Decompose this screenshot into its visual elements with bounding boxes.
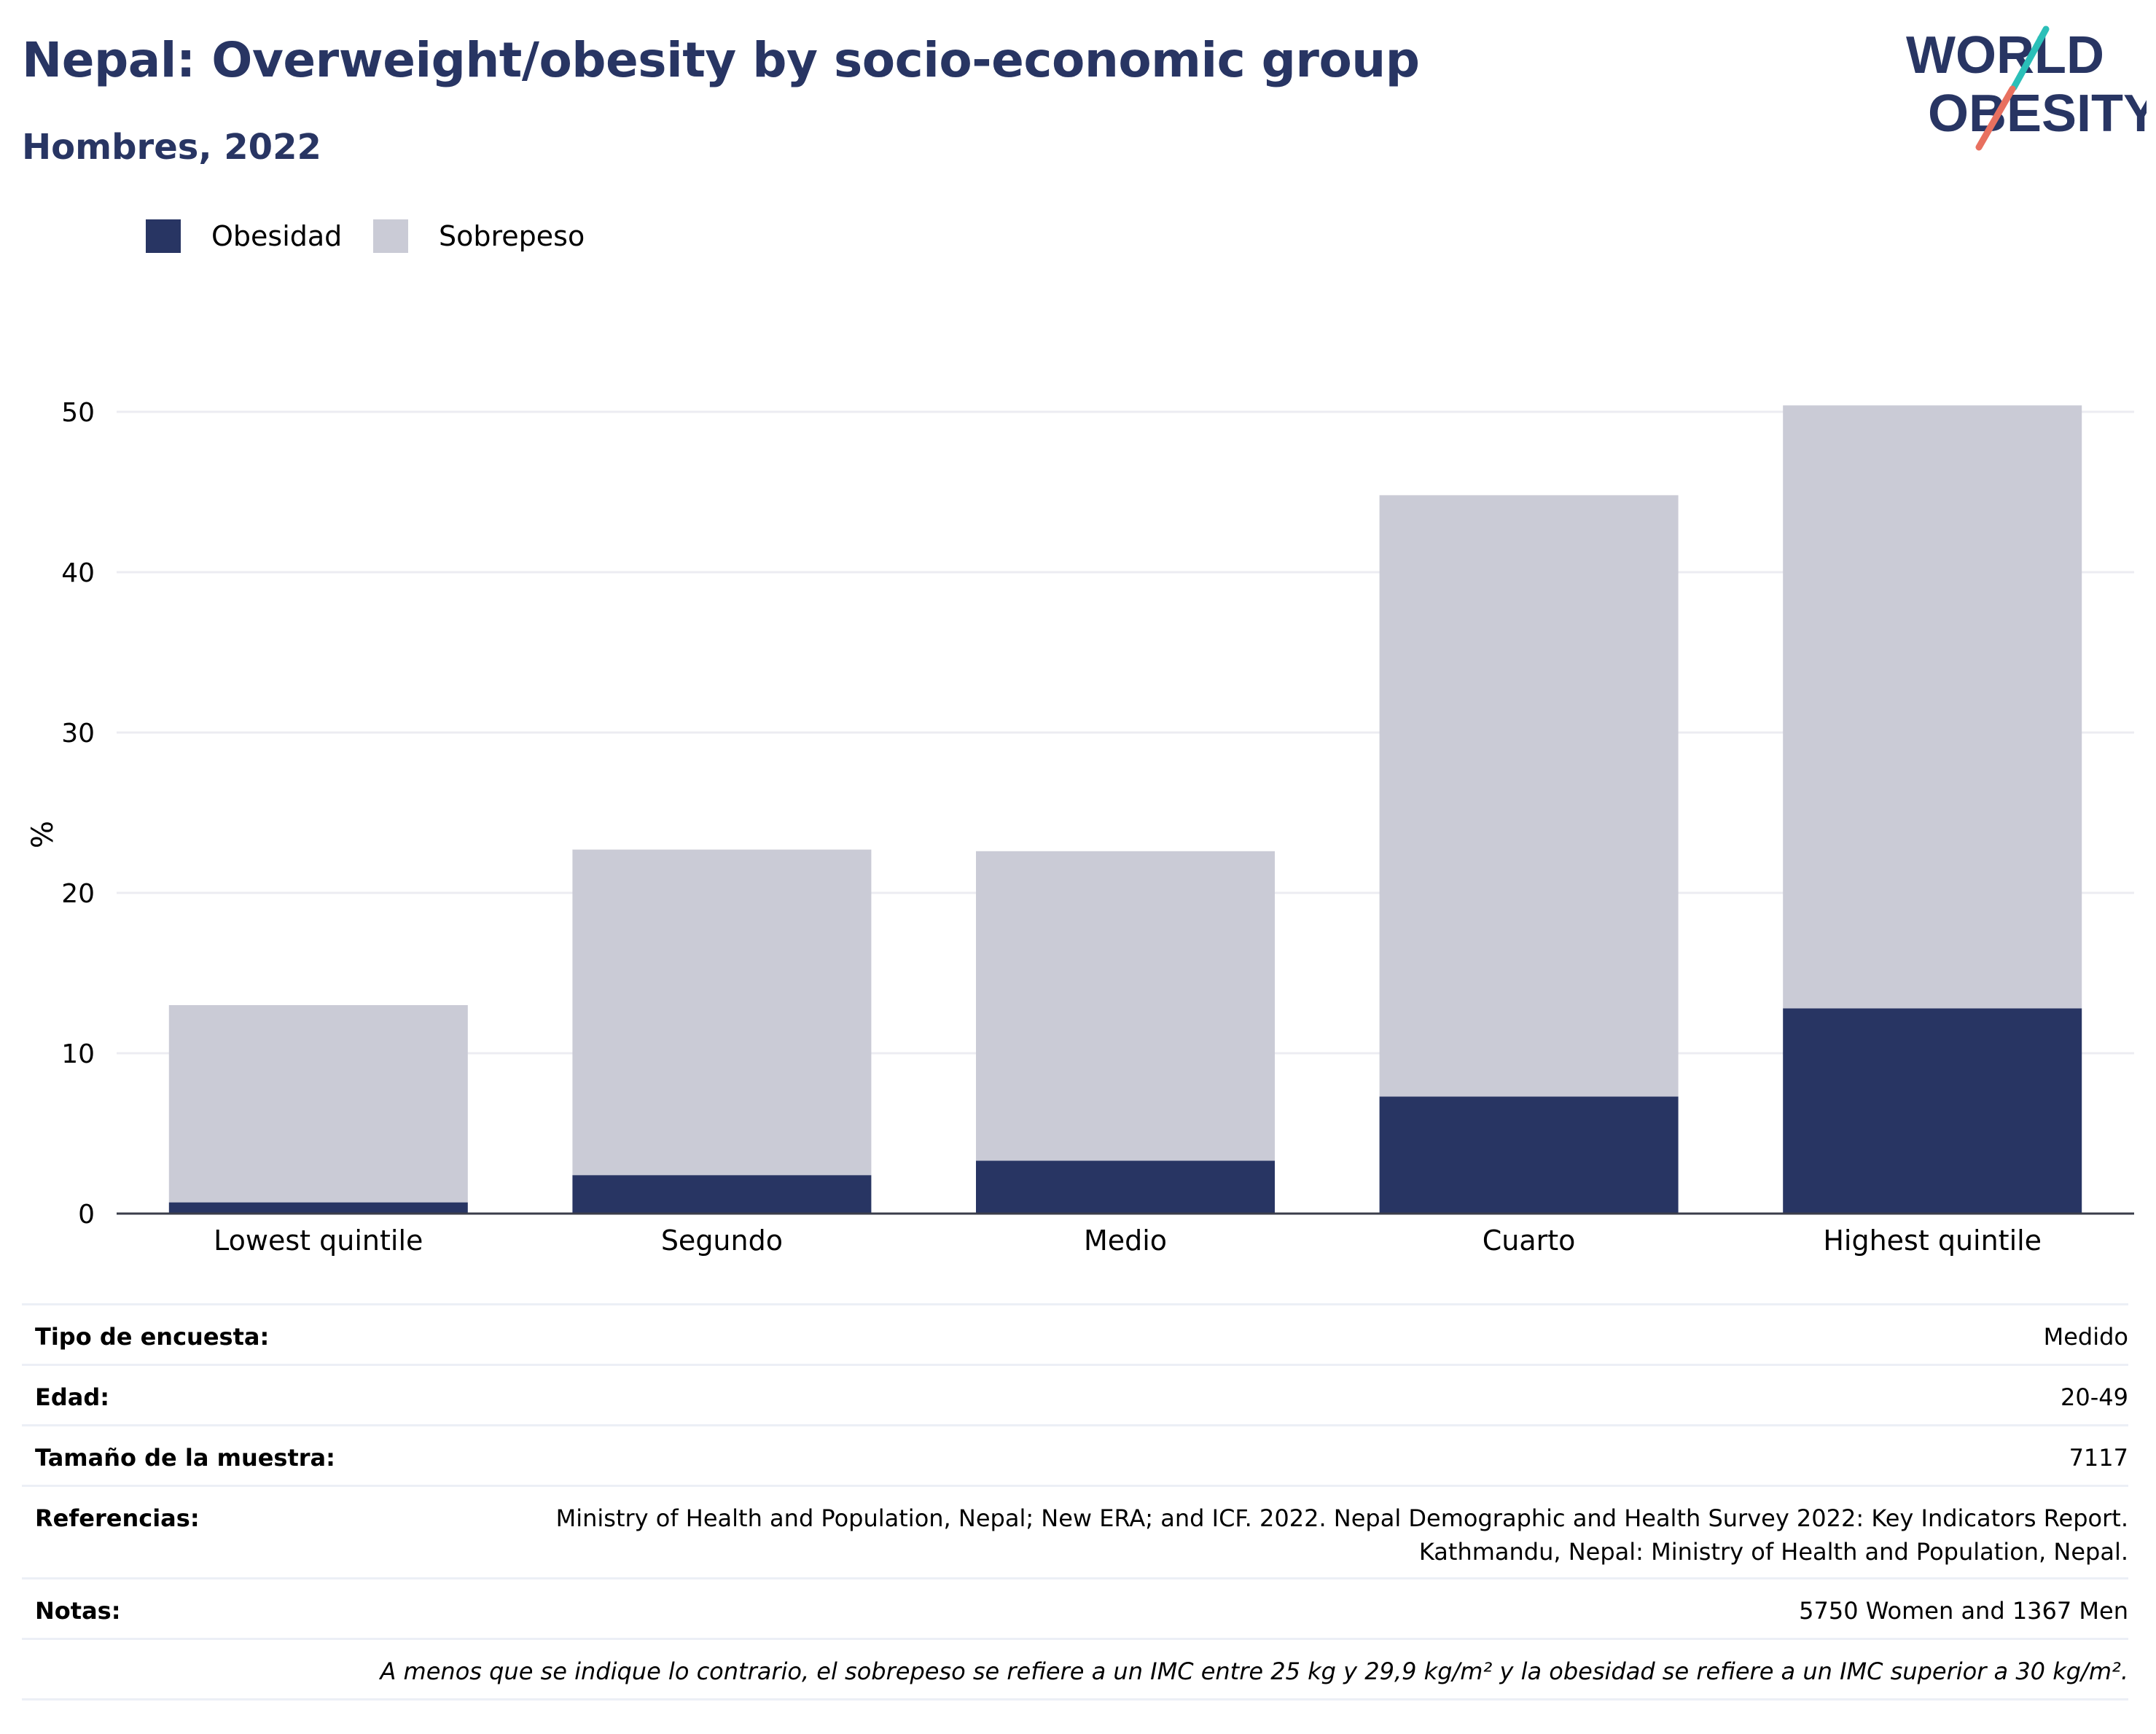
world-obesity-logo: WORLD OBESITY [1906, 26, 2147, 151]
logo-word-world: WORLD [1906, 26, 2104, 85]
info-table: Tipo de encuesta: Medido Edad: 20-49 Tam… [22, 1303, 2128, 1700]
x-tick-label-3: Cuarto [1483, 1225, 1576, 1257]
y-tick-label-30: 30 [61, 719, 95, 749]
x-tick-label-4: Highest quintile [1823, 1225, 2042, 1257]
notes-label: Notas: [35, 1597, 121, 1625]
survey-type-label: Tipo de encuesta: [35, 1323, 270, 1351]
y-tick-label-0: 0 [78, 1200, 95, 1230]
logo-slash-teal [2010, 26, 2050, 91]
y-tick-label-10: 10 [61, 1039, 95, 1069]
legend-label-obesity: Obesidad [211, 220, 343, 252]
y-tick-label-20: 20 [61, 879, 95, 909]
bar-obesity-0 [168, 1202, 468, 1214]
x-tick-label-1: Segundo [661, 1225, 783, 1257]
bar-obesity-2 [976, 1160, 1275, 1214]
bar-chart: 0 10 20 30 40 50% Lowest quintile Segundo Medio C… [26, 398, 2134, 1257]
bar-overweight-0 [168, 1005, 468, 1203]
bar-overweight-1 [572, 849, 872, 1176]
bar-overweight-4 [1783, 405, 2082, 1009]
y-tick-label-40: 40 [61, 558, 95, 588]
sample-size-value: 7117 [2069, 1444, 2128, 1472]
page-title: Nepal: Overweight/obesity by socio-econo… [22, 32, 1420, 88]
logo-word-obesity: OBESITY [1928, 85, 2147, 143]
survey-type-value: Medido [2043, 1323, 2128, 1351]
info-row-footnote: A menos que se indique lo contrario, el … [22, 1638, 2128, 1700]
age-value: 20-49 [2061, 1383, 2128, 1411]
references-label: Referencias: [35, 1504, 200, 1532]
y-tick-label-50: 50 [61, 398, 95, 428]
info-row-age: Edad: 20-49 [22, 1364, 2128, 1424]
bar-overweight-2 [976, 851, 1275, 1161]
x-tick-label-0: Lowest quintile [214, 1225, 423, 1257]
info-row-survey-type: Tipo de encuesta: Medido [22, 1303, 2128, 1364]
sample-size-label: Tamaño de la muestra: [35, 1444, 335, 1472]
legend-swatch-obesity [146, 219, 181, 253]
page-subtitle: Hombres, 2022 [22, 127, 321, 168]
bar-overweight-3 [1379, 495, 1679, 1097]
references-value: Ministry of Health and Population, Nepal… [556, 1501, 2128, 1569]
age-label: Edad: [35, 1383, 110, 1411]
x-tick-label-2: Medio [1084, 1225, 1167, 1257]
footnote-text: A menos que se indique lo contrario, el … [380, 1657, 2128, 1685]
bar-obesity-3 [1379, 1096, 1679, 1214]
legend-swatch-overweight [373, 219, 408, 253]
info-row-sample-size: Tamaño de la muestra: 7117 [22, 1424, 2128, 1485]
info-row-notes: Notas: 5750 Women and 1367 Men [22, 1577, 2128, 1638]
references-line-1: Ministry of Health and Population, Nepal… [555, 1504, 2128, 1532]
notes-value: 5750 Women and 1367 Men [1799, 1597, 2128, 1625]
references-line-2: Kathmandu, Nepal: Ministry of Health and… [1418, 1538, 2128, 1566]
y-axis-label: % [26, 821, 60, 848]
bar-obesity-4 [1783, 1008, 2082, 1214]
bar-obesity-1 [572, 1175, 872, 1214]
legend-label-overweight: Sobrepeso [439, 220, 585, 252]
info-row-references: Referencias: Ministry of Health and Popu… [22, 1485, 2128, 1577]
logo-slash-coral [1975, 85, 2016, 151]
